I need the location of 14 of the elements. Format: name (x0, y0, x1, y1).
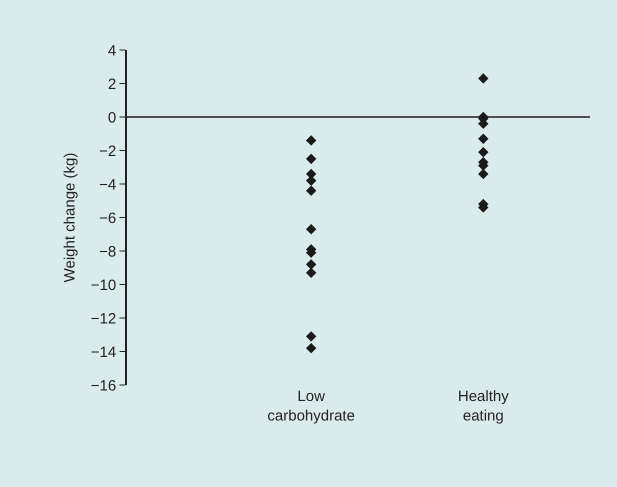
y-tick-label: 0 (108, 109, 116, 126)
y-tick-label: −16 (90, 377, 116, 394)
y-tick-label: 4 (108, 42, 116, 60)
y-tick-label: −14 (90, 344, 116, 361)
y-tick-label: −10 (90, 276, 116, 294)
y-tick-label: −4 (99, 176, 116, 194)
y-tick-label: 2 (108, 76, 116, 93)
y-tick-label: −6 (99, 210, 116, 227)
x-tick-label: Low carbohydrate (267, 388, 355, 424)
y-tick-label: −2 (99, 142, 116, 160)
y-axis-title: Weight change (kg) (62, 152, 79, 282)
y-tick-label: −8 (99, 243, 116, 260)
y-tick-label: −12 (90, 310, 116, 328)
x-tick-label: Healthy eating (458, 388, 510, 424)
